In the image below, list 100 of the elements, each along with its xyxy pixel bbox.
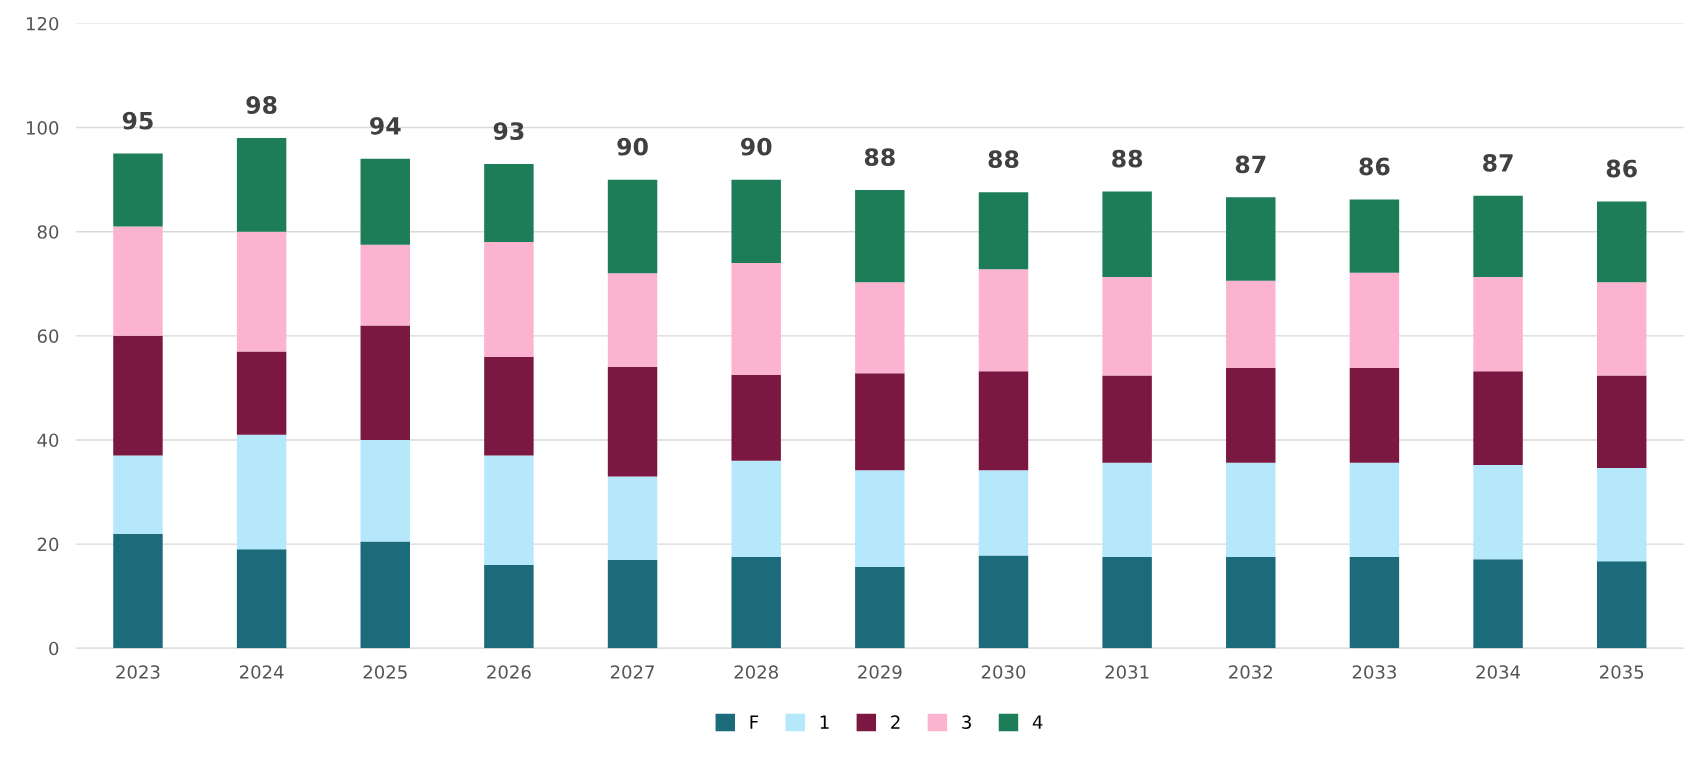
- bar: [978, 555, 1029, 649]
- bar: [607, 273, 658, 368]
- bar: [1473, 464, 1523, 560]
- bar: [1473, 371, 1523, 465]
- bar: [484, 564, 534, 649]
- total-label: 95: [122, 111, 153, 130]
- bar: [236, 549, 287, 649]
- x-tick-label: 2027: [610, 665, 654, 679]
- total-label: 90: [740, 137, 772, 156]
- x-tick-label: 2031: [1105, 665, 1149, 679]
- legend-label: F: [750, 715, 759, 729]
- bar: [236, 231, 287, 352]
- bar: [1596, 375, 1647, 469]
- bar: [855, 567, 905, 649]
- x-tick-label: 2032: [1229, 665, 1272, 679]
- bar: [1226, 557, 1276, 649]
- legend-label: 4: [1032, 715, 1043, 729]
- bar: [484, 164, 534, 243]
- x-tick-label: 2028: [734, 665, 778, 679]
- bar: [484, 455, 534, 565]
- bar: [1102, 191, 1152, 277]
- bar: [1349, 462, 1400, 558]
- bar: [360, 325, 410, 440]
- bar: [1102, 557, 1152, 649]
- y-tick-label: 60: [37, 329, 59, 343]
- bar: [855, 282, 905, 374]
- x-tick-label: 2023: [116, 665, 160, 679]
- bar: [113, 226, 163, 336]
- total-label: 94: [370, 116, 401, 135]
- bar: [236, 434, 287, 550]
- bar: [1596, 282, 1647, 376]
- bar: [607, 476, 658, 560]
- bar: [1596, 201, 1647, 283]
- x-tick-label: 2029: [858, 665, 902, 679]
- total-label: 90: [617, 137, 648, 156]
- legend-label: 2: [891, 715, 900, 729]
- bar: [731, 460, 781, 558]
- x-tick-label: 2030: [981, 665, 1026, 679]
- bar: [360, 158, 410, 245]
- total-label: 88: [988, 150, 1019, 169]
- x-tick-label: 2026: [487, 665, 531, 679]
- total-label: 87: [1483, 153, 1513, 172]
- y-tick-label: 120: [26, 16, 59, 31]
- bar: [1473, 195, 1523, 277]
- total-label: 86: [1606, 159, 1637, 178]
- total-label: 87: [1235, 155, 1266, 174]
- bar: [855, 190, 905, 283]
- bar: [1102, 276, 1152, 376]
- bar: [1226, 462, 1276, 558]
- y-tick-label: 80: [37, 225, 59, 239]
- x-tick-label: 2035: [1600, 665, 1644, 679]
- bar: [607, 179, 658, 274]
- y-tick-label: 40: [37, 433, 59, 448]
- bar: [236, 137, 287, 232]
- bar: [1473, 559, 1523, 649]
- total-label: 88: [1112, 149, 1143, 168]
- bar: [1226, 197, 1276, 281]
- bar: [1349, 368, 1400, 463]
- bar: [236, 351, 287, 435]
- bar: [607, 559, 658, 649]
- bar: [1226, 280, 1276, 369]
- x-tick-label: 2034: [1476, 665, 1521, 679]
- bar: [1473, 276, 1523, 372]
- y-tick-label: 100: [26, 121, 59, 135]
- legend-label: 3: [962, 715, 971, 729]
- bar: [731, 557, 781, 649]
- bar: [1102, 375, 1152, 463]
- bar: [1226, 368, 1276, 463]
- bar: [484, 356, 534, 456]
- y-tick-label: 0: [49, 641, 59, 656]
- bar: [978, 192, 1029, 270]
- total-label: 98: [246, 96, 277, 114]
- bar: [855, 373, 905, 471]
- x-tick-label: 2025: [363, 665, 407, 679]
- bar: [484, 242, 534, 357]
- bar: [1349, 272, 1400, 369]
- bar: [113, 533, 163, 649]
- bar: [1349, 199, 1400, 273]
- bar: [113, 455, 163, 534]
- bar: [1596, 561, 1647, 649]
- x-tick-label: 2033: [1352, 665, 1396, 679]
- bar: [1596, 468, 1647, 562]
- bar: [731, 179, 781, 263]
- bar: [360, 541, 410, 649]
- bar: [360, 244, 410, 326]
- bar: [1349, 557, 1400, 649]
- bar: [113, 153, 163, 227]
- bar: [855, 470, 905, 568]
- bar: [978, 371, 1029, 471]
- legend-label: 1: [820, 715, 829, 729]
- bar: [978, 269, 1029, 372]
- bar: [731, 262, 781, 375]
- total-label: 86: [1359, 157, 1390, 176]
- bar: [731, 374, 781, 461]
- y-tick-label: 20: [37, 537, 59, 552]
- x-tick-label: 2024: [239, 665, 284, 679]
- bar: [360, 439, 410, 542]
- bar: [607, 367, 658, 477]
- bar: [978, 470, 1029, 556]
- bar: [1102, 462, 1152, 558]
